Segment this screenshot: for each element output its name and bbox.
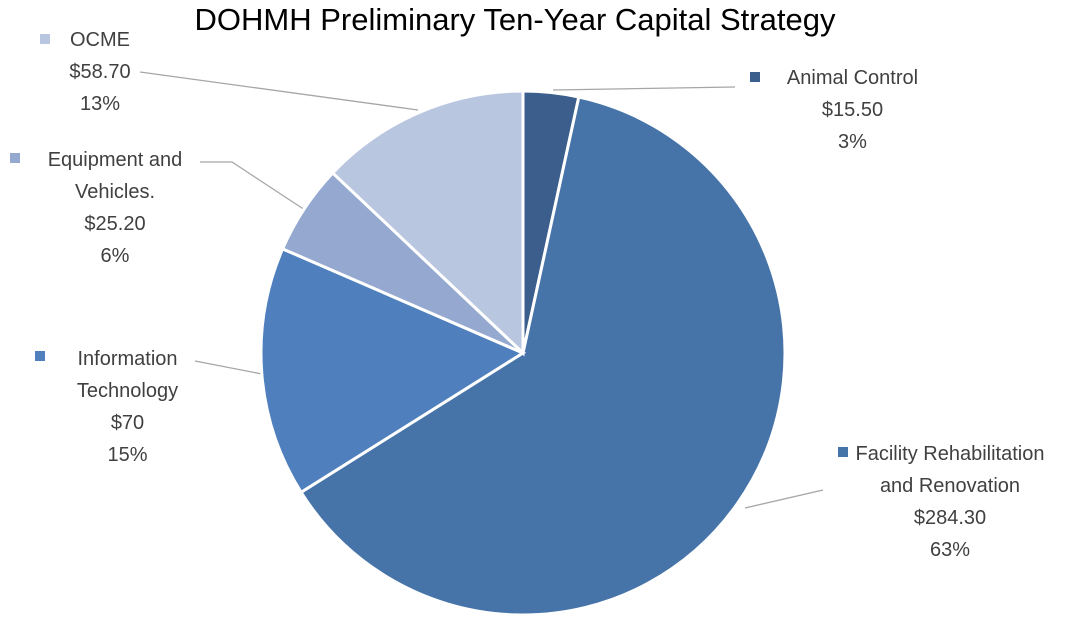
category-label: OCME [70, 29, 130, 51]
chart-title: DOHMH Preliminary Ten-Year Capital Strat… [194, 2, 836, 37]
percent-label: 63% [929, 539, 971, 561]
legend-marker [35, 351, 45, 361]
value-label: $15.50 [821, 99, 884, 121]
leader-line [744, 489, 824, 509]
slice-label: Equipment and Vehicles. $25.20 6% [20, 144, 210, 272]
category-label: Animal Control [786, 67, 919, 89]
slices [259, 89, 787, 617]
value-label: $284.30 [913, 507, 987, 529]
legend-marker [750, 72, 760, 82]
value-label: $58.70 [69, 61, 131, 83]
slice-label: Information Technology $70 15% [55, 343, 200, 471]
leader-line [552, 86, 736, 91]
leader-line [200, 161, 306, 211]
category-label: Facility Rehabilitation and Renovation [855, 443, 1045, 497]
category-label: Information Technology [76, 348, 179, 402]
leader-lines [139, 71, 824, 509]
percent-label: 15% [107, 444, 148, 466]
slice-label: OCME $58.70 13% [30, 24, 170, 120]
percent-label: 6% [100, 245, 130, 267]
slice [299, 95, 787, 617]
value-label: $25.20 [84, 213, 146, 235]
legend-marker [10, 153, 20, 163]
slice [330, 89, 525, 357]
slice [259, 246, 527, 495]
category-label: Equipment and Vehicles. [47, 149, 183, 203]
leader-line [194, 360, 263, 375]
slice-label: Animal Control $15.50 3% [745, 62, 960, 158]
legend-marker [40, 34, 50, 44]
percent-label: 3% [838, 131, 867, 153]
legend-marker [838, 447, 848, 457]
percent-label: 13% [79, 93, 121, 115]
slice-label: Facility Rehabilitation and Renovation $2… [850, 438, 1050, 566]
leader-line [139, 71, 419, 111]
value-label: $70 [110, 412, 145, 434]
